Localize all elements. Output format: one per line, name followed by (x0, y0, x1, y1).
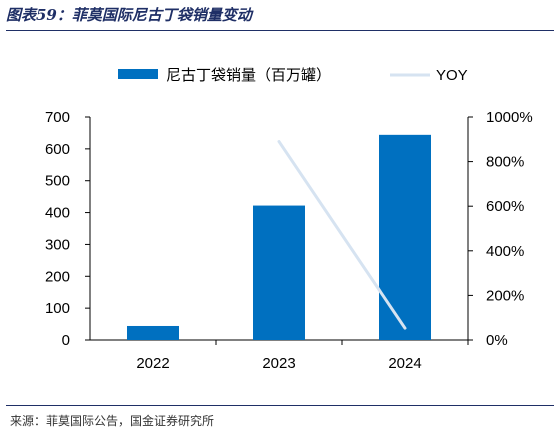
x-tick-label: 2023 (262, 355, 295, 372)
y-right-tick-label: 0% (486, 332, 508, 349)
y-right-tick-label: 400% (486, 243, 524, 260)
y-left-tick-label: 500 (45, 173, 70, 190)
y-right-tick-label: 200% (486, 287, 524, 304)
bars (127, 134, 431, 340)
y-left-tick-label: 200 (45, 268, 70, 285)
bar (253, 205, 305, 340)
y-left-tick-label: 100 (45, 300, 70, 317)
yoy-series-line (277, 140, 407, 330)
source-rule (6, 405, 554, 406)
bar (379, 134, 431, 340)
legend-bar-swatch (118, 69, 158, 79)
y-right-tick-label: 600% (486, 198, 524, 215)
legend-line-label: YOY (436, 67, 468, 84)
y-left-tick-label: 600 (45, 141, 70, 158)
x-tick-label: 2024 (388, 355, 421, 372)
y-left-tick-label: 700 (45, 109, 70, 126)
bar (127, 325, 179, 340)
source-note: 来源：菲莫国际公告，国金证券研究所 (10, 414, 215, 428)
y-left-tick-label: 0 (62, 332, 70, 349)
title-rule (6, 30, 554, 31)
figure-title: 图表59：菲莫国际尼古丁袋销量变动 (6, 6, 252, 24)
y-right-tick-label: 800% (486, 154, 524, 171)
y-right-tick-label: 1000% (486, 109, 533, 126)
yoy-line (277, 140, 407, 330)
legend: 尼古丁袋销量（百万罐） YOY (118, 67, 468, 84)
x-tick-label: 2022 (136, 355, 169, 372)
legend-bar-label: 尼古丁袋销量（百万罐） (166, 67, 331, 84)
y-left-tick-label: 300 (45, 236, 70, 253)
y-left-tick-label: 400 (45, 205, 70, 222)
